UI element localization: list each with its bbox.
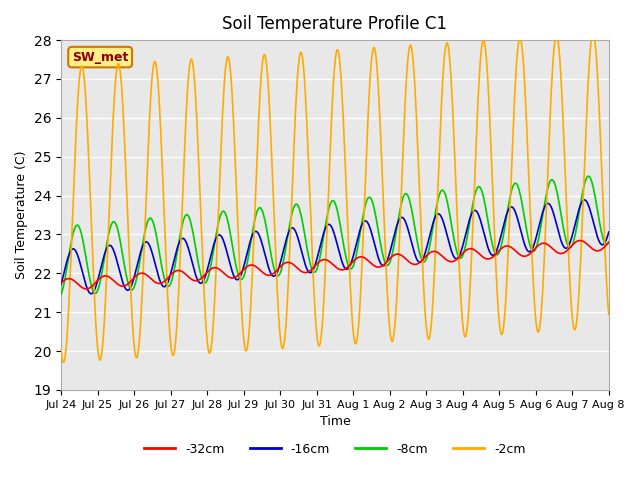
- Y-axis label: Soil Temperature (C): Soil Temperature (C): [15, 151, 28, 279]
- Text: SW_met: SW_met: [72, 50, 129, 64]
- Legend: -32cm, -16cm, -8cm, -2cm: -32cm, -16cm, -8cm, -2cm: [139, 438, 531, 461]
- Title: Soil Temperature Profile C1: Soil Temperature Profile C1: [222, 15, 447, 33]
- X-axis label: Time: Time: [319, 415, 350, 428]
